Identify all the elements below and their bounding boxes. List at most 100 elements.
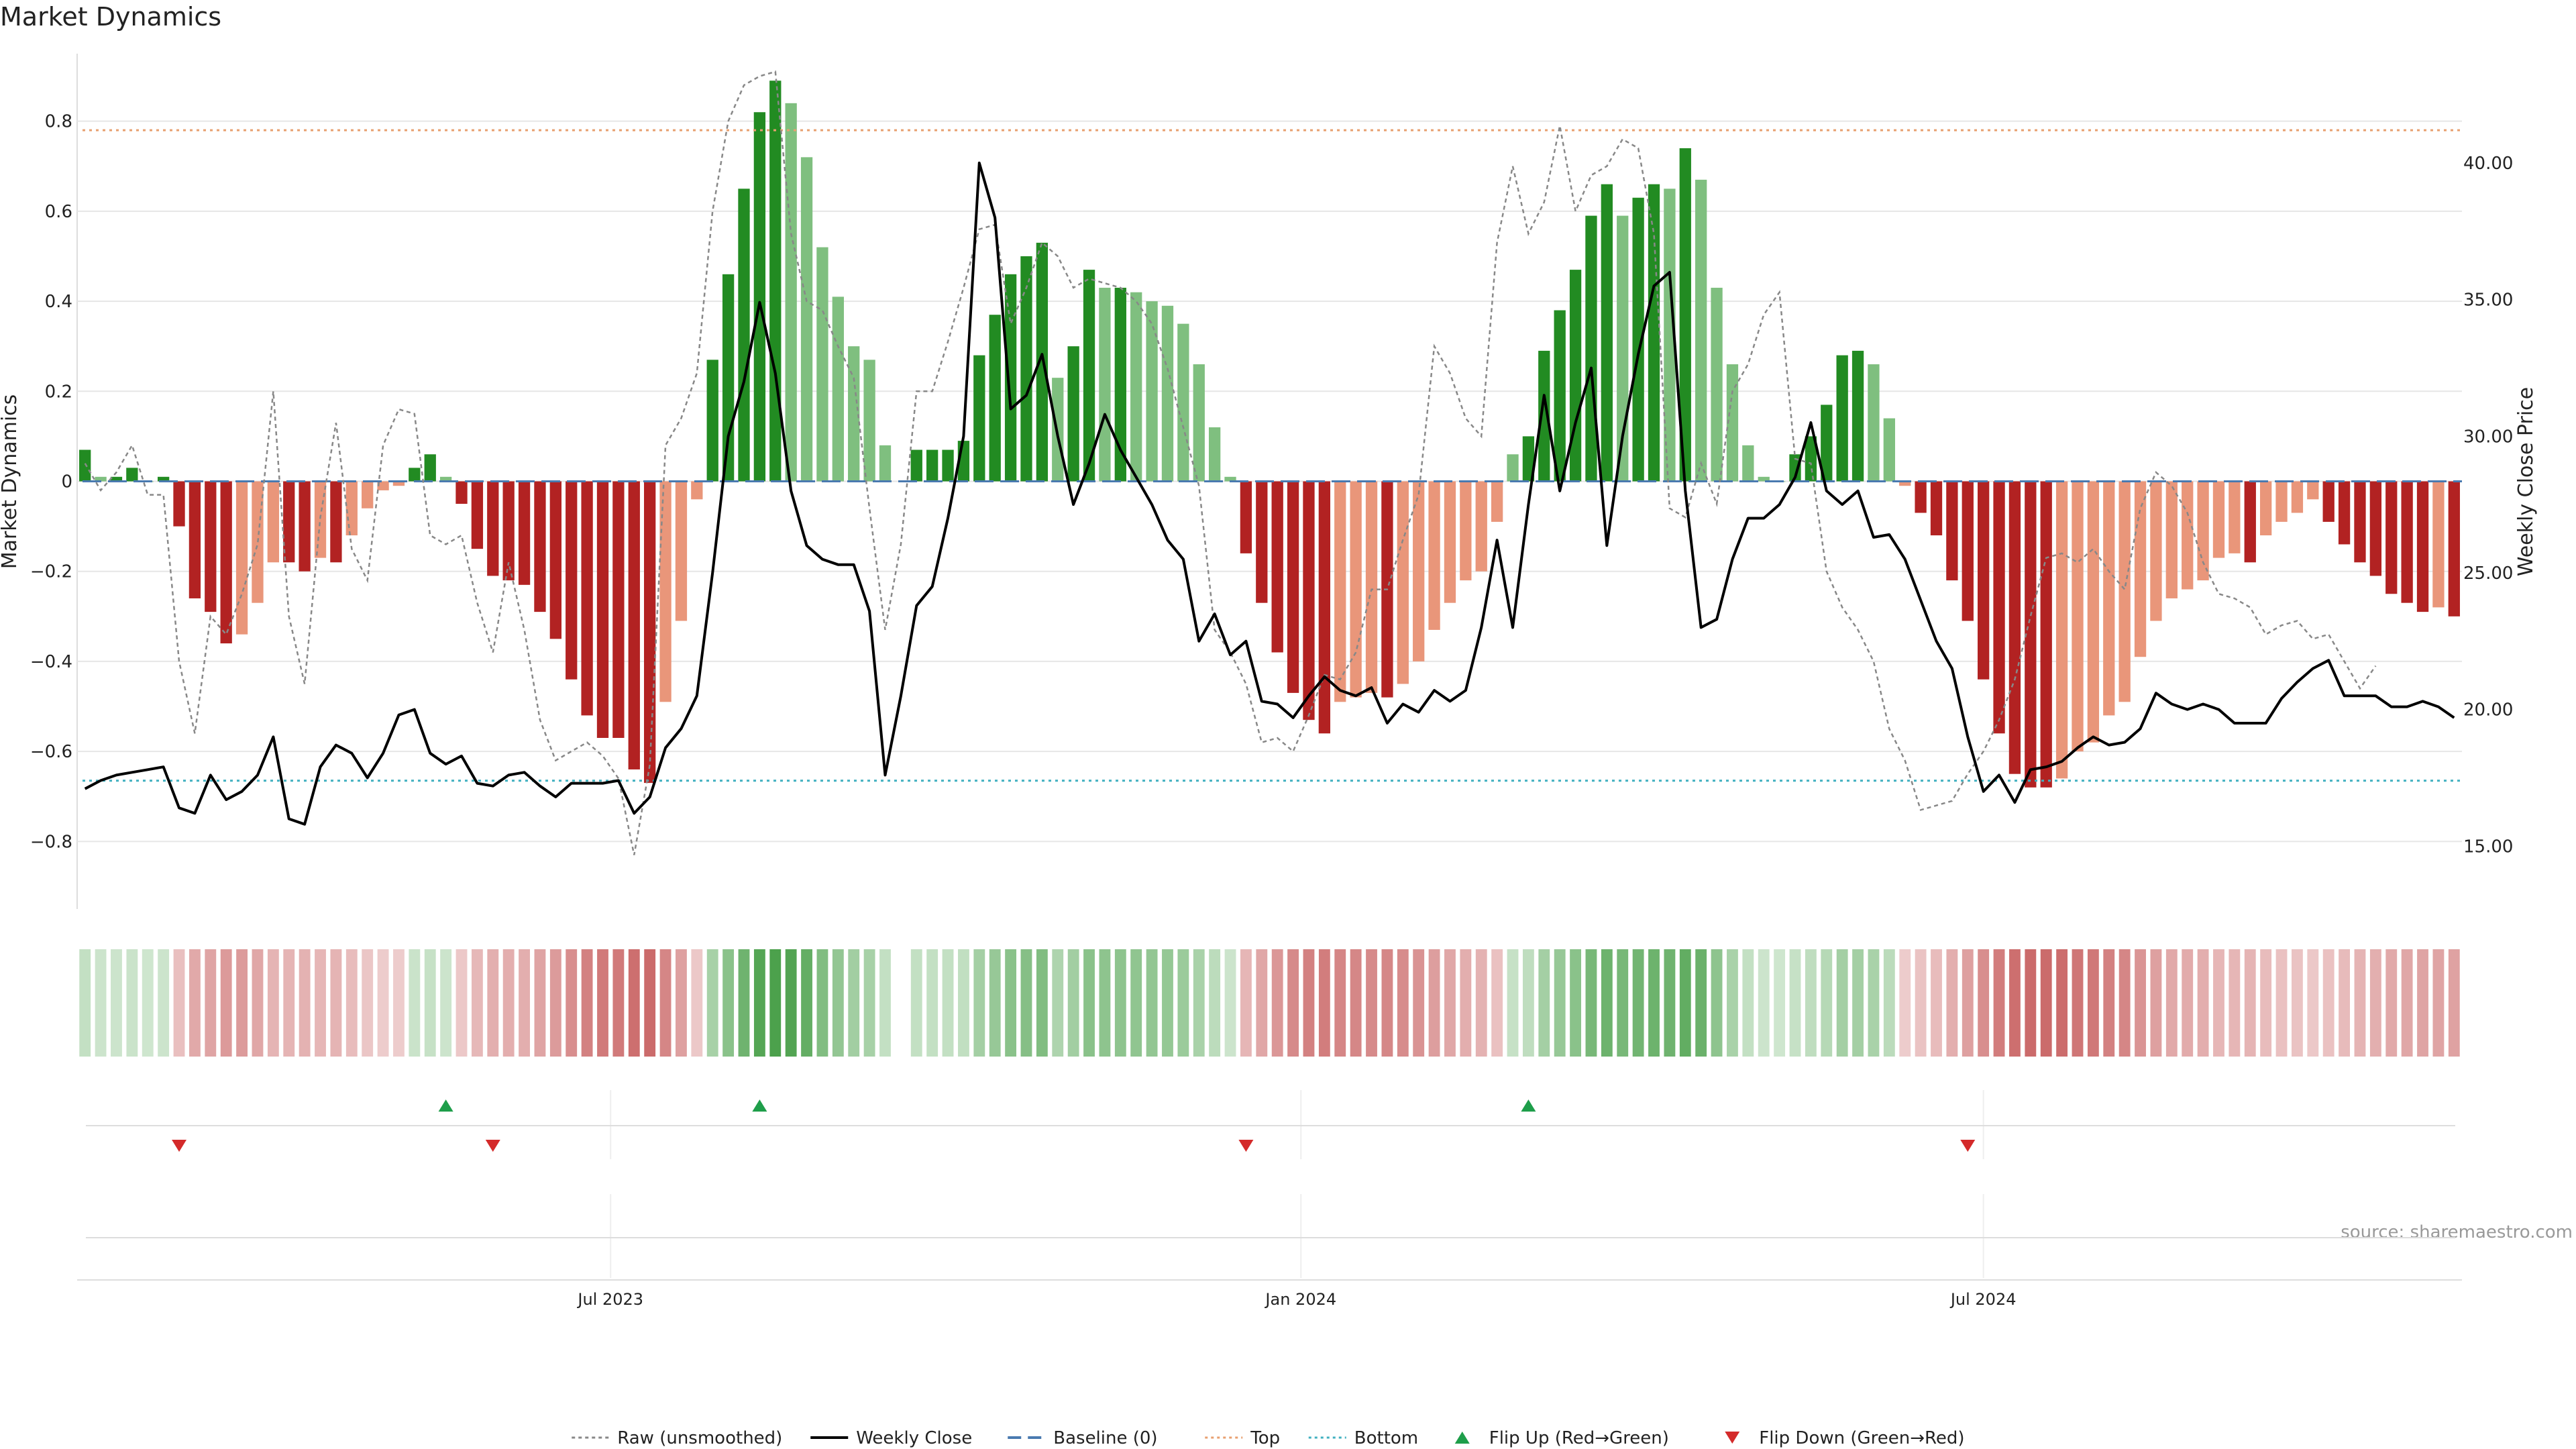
regime-cell <box>205 949 217 1057</box>
left-tick-label: 0.2 <box>45 382 72 402</box>
regime-cell <box>816 949 828 1057</box>
dynamics-bar <box>1821 405 1833 482</box>
regime-cell <box>471 949 483 1057</box>
regime-cell <box>2417 949 2428 1057</box>
regime-cell <box>534 949 546 1057</box>
dynamics-bar <box>1004 274 1017 482</box>
regime-cell <box>2213 949 2224 1057</box>
regime-cell <box>1193 949 1205 1057</box>
dynamics-bar <box>2401 481 2413 603</box>
regime-cell <box>2197 949 2209 1057</box>
dynamics-bar <box>1161 305 1174 482</box>
regime-cell <box>879 949 891 1057</box>
dynamics-bar <box>644 481 656 784</box>
dynamics-bar <box>1899 481 1911 486</box>
reference-lines <box>83 129 2462 782</box>
regime-cell <box>1271 949 1283 1057</box>
right-axis-label: Weekly Close Price <box>2514 387 2538 576</box>
regime-cell <box>1444 949 1456 1057</box>
regime-cell <box>2009 949 2021 1057</box>
regime-cell <box>1805 949 1817 1057</box>
dynamics-bar <box>753 112 766 482</box>
dynamics-bar <box>1711 287 1723 482</box>
legend-item: Flip Down (Green→Red) <box>1725 1428 1965 1448</box>
dynamics-bar <box>2385 481 2398 594</box>
series-lines <box>84 70 2455 855</box>
regime-cell <box>676 949 687 1057</box>
regime-cell <box>1758 949 1770 1057</box>
dynamics-bar <box>377 481 389 490</box>
dynamics-bar <box>549 481 561 639</box>
dynamics-bar <box>1318 481 1331 734</box>
dynamics-bar <box>628 481 640 769</box>
regime-cell <box>1162 949 1173 1057</box>
regime-cell <box>189 949 201 1057</box>
regime-cell <box>487 949 499 1057</box>
dynamics-bar <box>848 346 860 482</box>
regime-cell <box>519 949 530 1057</box>
regime-cell <box>2275 949 2288 1057</box>
flip-up-marker <box>752 1099 767 1112</box>
dynamics-bar <box>1648 184 1660 482</box>
dynamics-bar <box>2150 481 2162 621</box>
regime-cell <box>1114 949 1126 1057</box>
dynamics-bar <box>1554 310 1566 482</box>
regime-cell <box>612 949 625 1057</box>
flip-down-marker <box>485 1140 500 1152</box>
x-tick-label: Jul 2023 <box>576 1290 643 1309</box>
dynamics-bar <box>1522 436 1535 482</box>
dynamics-bar <box>1020 256 1032 482</box>
dynamics-bar <box>1946 481 1958 581</box>
dynamics-bar <box>2103 481 2115 716</box>
regime-cell <box>738 949 750 1057</box>
regime-cell <box>659 949 672 1057</box>
regime-cell <box>1350 949 1362 1057</box>
legend-item: Weekly Close <box>810 1428 972 1448</box>
regime-cell <box>409 949 421 1057</box>
regime-cell <box>801 949 812 1057</box>
dynamics-bar <box>2040 481 2052 788</box>
regime-cell <box>549 949 561 1057</box>
dynamics-bar <box>973 355 985 482</box>
dynamics-bar <box>157 476 170 482</box>
regime-cell <box>79 949 91 1057</box>
dynamics-bar <box>220 481 232 644</box>
dynamics-bar <box>2212 481 2225 558</box>
dynamics-bar <box>502 481 515 581</box>
dynamics-bar <box>1114 287 1126 482</box>
dynamics-bar <box>2322 481 2334 522</box>
dynamics-bar <box>1805 436 1817 482</box>
left-axis-label: Market Dynamics <box>0 394 21 570</box>
dynamics-bar <box>1962 481 1974 621</box>
dynamics-bar <box>1208 427 1221 482</box>
regime-cell <box>393 949 405 1057</box>
dynamics-bar <box>267 481 280 563</box>
dynamics-bar <box>299 481 311 572</box>
dynamics-bar <box>1240 481 1252 553</box>
regime-cell <box>1978 949 1990 1057</box>
regime-cell <box>440 949 452 1057</box>
regime-cell <box>299 949 311 1057</box>
dynamics-bar <box>79 449 91 482</box>
dynamics-bar <box>2055 481 2068 779</box>
dynamics-bar <box>1507 454 1519 482</box>
legend-item: Bottom <box>1308 1428 1418 1448</box>
dynamics-bar <box>1460 481 1472 581</box>
dynamics-bar <box>1601 184 1613 482</box>
regime-cell <box>1303 949 1315 1057</box>
regime-cell <box>644 949 656 1057</box>
dynamics-bar <box>2087 481 2100 743</box>
dynamics-bar <box>126 468 138 482</box>
regime-cell <box>330 949 342 1057</box>
dynamics-bar <box>95 476 107 482</box>
dynamics-bar <box>1569 270 1582 482</box>
dynamics-bar <box>1193 364 1205 482</box>
dynamics-bar <box>2118 481 2131 702</box>
dynamics-bar <box>1083 270 1095 482</box>
regime-cell <box>1821 949 1833 1057</box>
regime-cell <box>2150 949 2162 1057</box>
dynamics-bar <box>1303 481 1315 720</box>
dynamics-bar <box>1130 292 1142 482</box>
legend-item: Flip Up (Red→Green) <box>1454 1428 1669 1448</box>
